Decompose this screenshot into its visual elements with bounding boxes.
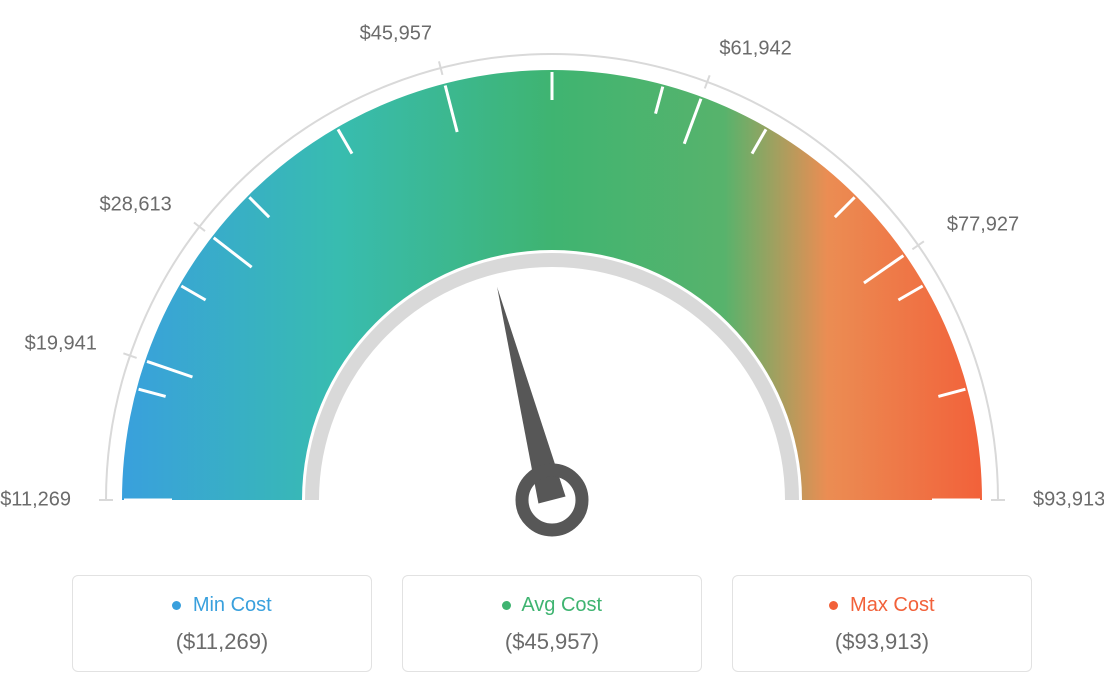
tick-label: $93,913	[1033, 489, 1104, 512]
legend-card-max: Max Cost ($93,913)	[732, 575, 1032, 672]
legend-title-avg: Avg Cost	[413, 594, 691, 617]
legend-label: Max Cost	[850, 594, 934, 616]
legend-label: Min Cost	[193, 594, 272, 616]
bullet-icon	[502, 601, 511, 610]
legend-card-min: Min Cost ($11,269)	[72, 575, 372, 672]
tick-label: $77,927	[947, 214, 1019, 237]
legend-value-max: ($93,913)	[743, 629, 1021, 655]
tick-label: $45,957	[360, 23, 432, 46]
tick-label: $19,941	[25, 333, 97, 356]
tick-label: $28,613	[100, 194, 172, 217]
tick-label: $61,942	[719, 38, 791, 61]
legend-value-avg: ($45,957)	[413, 629, 691, 655]
legend-title-max: Max Cost	[743, 594, 1021, 617]
cost-gauge-container: $11,269 $19,941 $28,613 $45,957 $61,942 $77,9…	[0, 0, 1104, 690]
legend-title-min: Min Cost	[83, 594, 361, 617]
legend-card-avg: Avg Cost ($45,957)	[402, 575, 702, 672]
gauge-chart	[0, 0, 1104, 560]
legend-row: Min Cost ($11,269) Avg Cost ($45,957) Ma…	[0, 575, 1104, 672]
legend-label: Avg Cost	[521, 594, 602, 616]
legend-value-min: ($11,269)	[83, 629, 361, 655]
bullet-icon	[172, 601, 181, 610]
tick-label: $11,269	[0, 489, 71, 512]
bullet-icon	[829, 601, 838, 610]
